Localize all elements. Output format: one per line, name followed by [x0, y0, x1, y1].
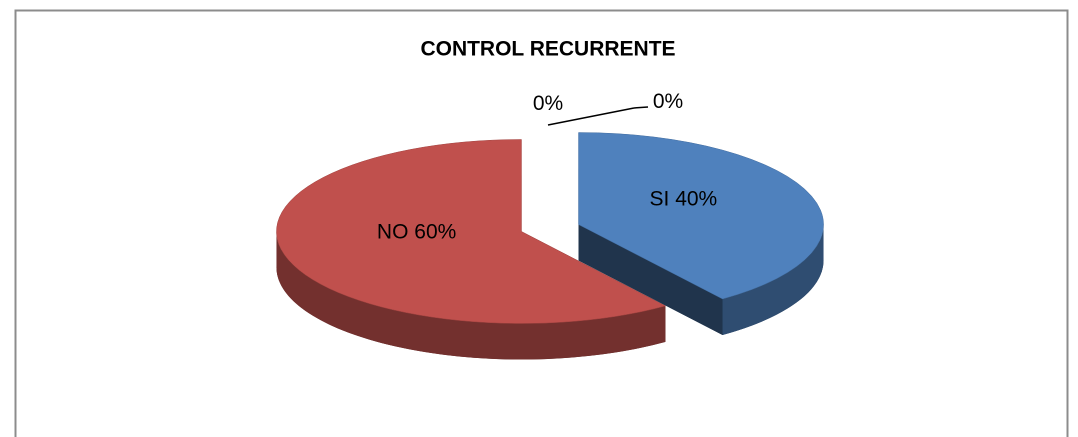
slice-face: [578, 224, 723, 335]
category-label: SI: [650, 187, 670, 210]
value-label: 60%: [414, 220, 456, 243]
value-label: 0%: [533, 92, 563, 115]
slice: [578, 132, 824, 300]
data-label: SI 40%: [650, 187, 718, 210]
data-label: NO 60%: [377, 220, 456, 243]
category-label: NO: [377, 220, 409, 243]
value-label: 40%: [675, 187, 717, 210]
leader-line: [547, 107, 635, 126]
chart-title: CONTROL RECURRENTE: [420, 38, 675, 61]
value-label: 0%: [653, 90, 683, 113]
leader-line: [633, 106, 649, 109]
slice-side: [722, 224, 824, 335]
slice-side: [276, 231, 666, 360]
chart-frame: [14, 9, 1069, 437]
data-label: 0%: [653, 90, 683, 113]
data-label: 0%: [533, 92, 563, 115]
slice: [276, 139, 667, 324]
